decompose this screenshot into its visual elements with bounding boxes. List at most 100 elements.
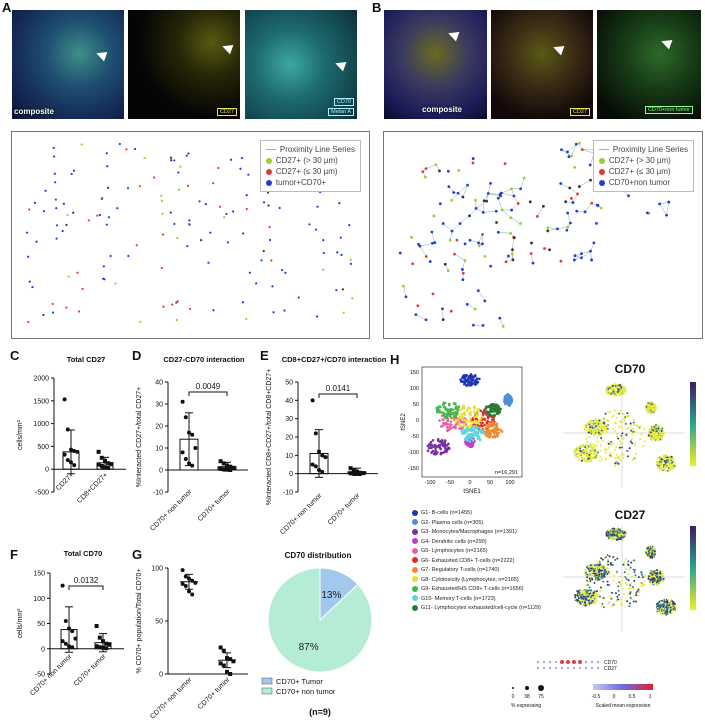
feature-point [666,462,669,465]
tsne-point [463,413,467,416]
cell-point [546,226,550,230]
cell-point [510,252,514,256]
feature-point [588,420,591,423]
tsne-point [470,426,474,429]
cell-point [571,201,575,204]
feature-point [584,595,587,598]
colorbar [690,526,696,610]
tsne-point [460,427,463,431]
feature-point [621,536,624,539]
feature-point [659,611,662,614]
feature-point [616,383,619,386]
feature-point [619,409,622,412]
dot-plot-point [591,667,593,669]
feature-point [600,436,603,439]
cell-point [138,185,141,188]
feature-point [618,388,621,391]
tsne-point [453,414,457,417]
y-tick-label: 0 [45,467,49,474]
data-point [231,659,236,664]
feature-point [626,563,629,566]
cell-point [428,260,432,263]
feature-point [591,446,594,449]
tsne-point [463,424,466,427]
cell-point [468,238,472,242]
feature-point [603,565,606,568]
tsne-point [485,405,488,408]
feature-point [604,451,607,454]
tsne-point [469,420,473,423]
cell-point [456,191,460,195]
feature-point [584,446,587,449]
feature-point [668,604,671,607]
feature-point [615,422,618,425]
feature-point [591,599,594,602]
feature-point [591,426,594,429]
tsne-y-tick: -150 [408,466,419,472]
cell-point [272,311,275,314]
tsne-point [496,431,500,435]
feature-point [653,548,656,551]
cell-point [338,202,341,205]
feature-point [629,440,632,443]
chart-total-cd27: -500 0 500 1000 1500 2000 Total CD27 cells/mm² C… [17,355,126,505]
cell-point [570,154,573,158]
feature-point [656,580,659,583]
tsne-cluster-plot: 150 100 50 0 -50 -100 -150 -100 -50 0 50 100 tSNE1 tS… [401,366,523,495]
cell-point [52,146,55,149]
feature-point [637,576,640,579]
cell-point [271,285,274,288]
dot-plot-point [573,667,575,669]
feature-point [634,569,637,572]
data-point [96,449,101,454]
cell-point [349,262,352,266]
feature-point [611,384,614,387]
data-point [67,626,71,631]
data-point [97,635,102,640]
tsne-point [490,418,494,421]
cell-point [531,261,535,265]
feature-point [614,592,617,595]
dot-plot-gene: CD27 [604,666,617,672]
feature-point [635,591,638,594]
proximity-line [482,200,485,213]
feature-point [589,564,592,567]
pie-legend-swatch [261,677,273,685]
feature-point [629,596,632,599]
cell-point [175,318,179,322]
cell-point [162,305,165,308]
tsne-point [494,430,497,434]
data-point [103,465,107,470]
proximity-line [572,193,578,203]
cell-point [486,192,490,195]
feature-point [630,561,633,564]
panel-label-a: A [2,0,12,15]
tsne-point [443,415,447,419]
data-point [221,467,226,472]
cell-point [596,204,600,207]
cell-point [499,194,502,198]
feature-point [610,453,613,456]
data-point [225,669,229,674]
tsne-point [466,437,470,441]
data-point [348,466,353,471]
feature-point [583,428,586,431]
cluster-legend-item: G2- Plasma cells (n=305) [412,519,541,529]
feature-point [604,458,607,461]
tsne-point [492,434,496,438]
legend-item-line: Proximity Line Series [265,144,355,155]
feature-point [669,457,672,460]
y-tick-label: 40 [155,380,163,387]
tsne-point [465,429,469,433]
pie-slice [267,567,373,673]
y-tick-label: 500 [37,444,49,451]
tsne-point [478,438,482,442]
feature-point [585,425,588,428]
feature-point [647,406,650,409]
dot-plot-point [549,667,551,669]
feature-point [647,577,650,580]
y-tick-label: 100 [151,566,163,573]
feature-point [575,455,578,458]
cell-point [173,222,176,226]
feature-point [632,430,635,433]
